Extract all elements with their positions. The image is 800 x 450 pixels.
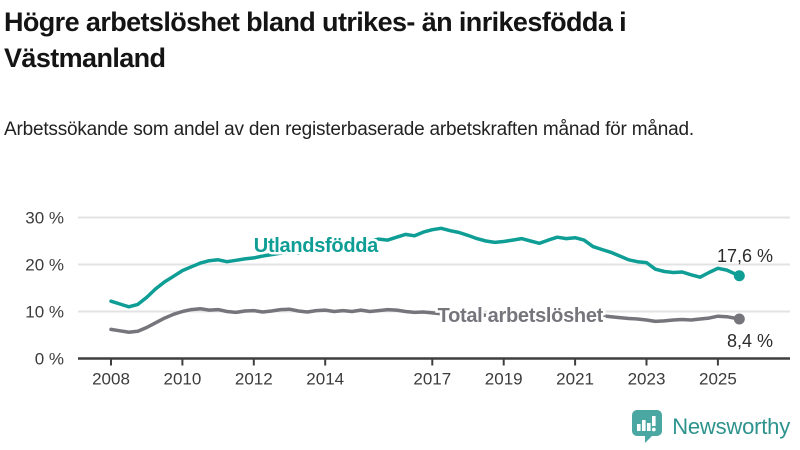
x-axis-tick-label: 2017	[413, 370, 451, 389]
series-line-total	[109, 306, 742, 334]
chart-title: Högre arbetslöshet bland utrikes- än inr…	[4, 7, 627, 74]
line-chart: 2008 2010 2012 2014 2017 2019 2021 2023 2025 0 % 1…	[25, 209, 790, 389]
branding: Newsworthy	[631, 409, 790, 444]
series-end-dot	[733, 270, 745, 282]
series-end-value-label: 17,6 %	[717, 246, 773, 266]
x-axis-tick-label: 2010	[163, 370, 201, 389]
x-axis-tick-label: 2014	[306, 370, 344, 389]
newsworthy-logo-text: Newsworthy	[672, 413, 790, 439]
series-line-utlandsfodda	[109, 226, 742, 309]
newsworthy-logo-icon	[632, 410, 663, 443]
y-axis-tick-label: 20 %	[25, 256, 64, 275]
x-axis-tick-label: 2023	[628, 370, 666, 389]
series-inline-label: Total arbetslöshet	[438, 305, 604, 327]
series-end-dot	[733, 313, 745, 325]
x-axis-tick-label: 2021	[556, 370, 594, 389]
series-inline-label: Utlandsfödda	[254, 235, 379, 257]
y-axis-tick-label: 10 %	[25, 303, 64, 322]
chart-subtitle: Arbetssökande som andel av den registerb…	[4, 119, 694, 140]
x-axis-tick-label: 2012	[235, 370, 273, 389]
x-axis-tick-label: 2025	[699, 370, 737, 389]
x-axis-tick-label: 2008	[92, 370, 130, 389]
x-axis-tick-label: 2019	[485, 370, 523, 389]
series-end-value-label: 8,4 %	[727, 331, 773, 351]
y-axis-tick-label: 30 %	[25, 209, 64, 228]
y-axis-tick-label: 0 %	[35, 350, 64, 369]
